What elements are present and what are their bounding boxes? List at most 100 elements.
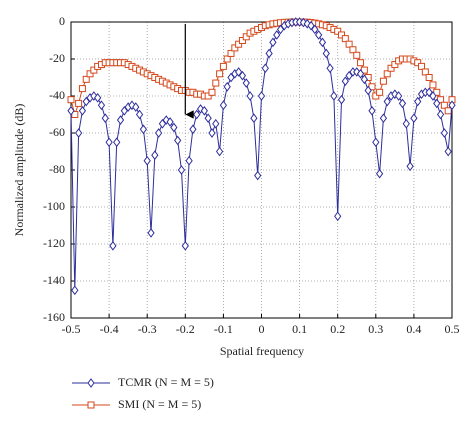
diamond-marker [360,74,368,85]
diamond-marker [372,137,380,148]
y-tick-label: -160 [43,310,65,324]
x-tick-label: 0.3 [368,322,383,336]
diamond-marker [105,137,113,148]
square-marker [67,96,75,104]
square-marker [387,64,395,72]
y-tick-label: -100 [43,199,65,213]
y-tick-label: -140 [43,273,65,287]
diamond-marker [410,113,418,124]
square-marker [376,88,384,96]
diamond-marker [174,135,182,146]
square-marker [87,401,95,409]
diamond-marker [242,78,250,88]
square-marker [90,66,98,74]
diamond-marker [215,146,224,157]
square-marker [238,37,246,44]
diamond-marker [78,105,87,116]
diamond-marker [109,241,117,251]
diamond-marker [212,118,220,129]
diamond-marker [135,109,144,120]
diamond-marker [398,98,407,109]
square-marker [421,68,429,76]
x-tick-label: 0 [259,322,265,336]
square-marker [219,62,227,70]
diamond-marker [326,63,334,74]
diamond-marker [185,155,193,166]
square-marker [391,61,399,69]
x-tick-label: 0.5 [445,322,460,336]
square-marker [82,75,90,83]
diamond-marker [368,105,376,116]
square-marker [379,77,387,85]
square-marker [216,70,224,78]
diamond-marker [71,285,79,296]
diamond-marker [94,93,102,103]
diamond-marker [74,128,83,138]
diamond-marker [429,91,437,101]
diamond-marker [193,109,201,120]
square-marker [429,81,437,89]
square-marker [212,79,220,87]
diamond-marker [383,96,391,107]
diamond-marker [436,109,445,120]
square-marker [231,44,239,52]
square-marker [223,55,231,63]
diamond-marker [200,105,208,116]
y-tick-label: -80 [49,162,65,176]
diamond-marker [116,115,125,125]
square-marker [208,88,216,96]
x-tick-label: -0.4 [100,322,119,336]
diamond-marker [132,102,140,112]
diamond-marker [204,113,212,124]
diamond-marker [311,24,319,35]
diamond-marker [364,85,372,96]
square-marker [353,51,361,59]
diamond-marker [101,113,109,124]
diamond-marker [181,241,189,251]
square-marker [334,27,342,35]
diamond-marker [238,70,247,81]
y-tick-label: -120 [43,236,65,250]
square-marker [235,40,243,48]
diamond-marker [177,165,186,175]
square-marker [86,70,94,78]
diamond-marker [151,150,159,161]
diamond-marker [375,168,384,179]
diamond-marker [414,96,422,107]
legend-label: TCMR (N = M = 5) [118,375,214,389]
diamond-marker [273,30,281,40]
square-marker [349,46,357,54]
diamond-marker [444,146,452,157]
square-marker [341,35,349,43]
diamond-marker [155,128,163,138]
diamond-marker [219,100,228,111]
diamond-marker [147,228,155,238]
x-tick-label: -0.3 [138,322,157,336]
diamond-marker [440,128,449,138]
square-marker [383,70,391,78]
diamond-marker [402,118,410,129]
y-tick-label: -20 [49,51,65,65]
square-marker [338,31,346,39]
x-tick-label: -0.1 [214,322,233,336]
square-marker [440,101,448,109]
square-marker [78,85,86,93]
x-tick-label: 0.1 [292,322,307,336]
diamond-marker [315,30,323,40]
square-marker [444,107,452,115]
x-tick-label: -0.5 [62,322,81,336]
diamond-marker [406,161,414,172]
x-axis-label: Spatial frequency [220,344,304,358]
diamond-marker [318,37,327,48]
square-marker [204,92,212,100]
diamond-marker [143,155,151,166]
square-marker [75,99,83,107]
diamond-marker [379,113,388,124]
diamond-marker [67,105,75,116]
y-tick-label: -60 [49,125,65,139]
square-marker [227,49,235,57]
square-marker [372,92,380,100]
square-marker [425,74,433,81]
square-marker [345,40,353,48]
